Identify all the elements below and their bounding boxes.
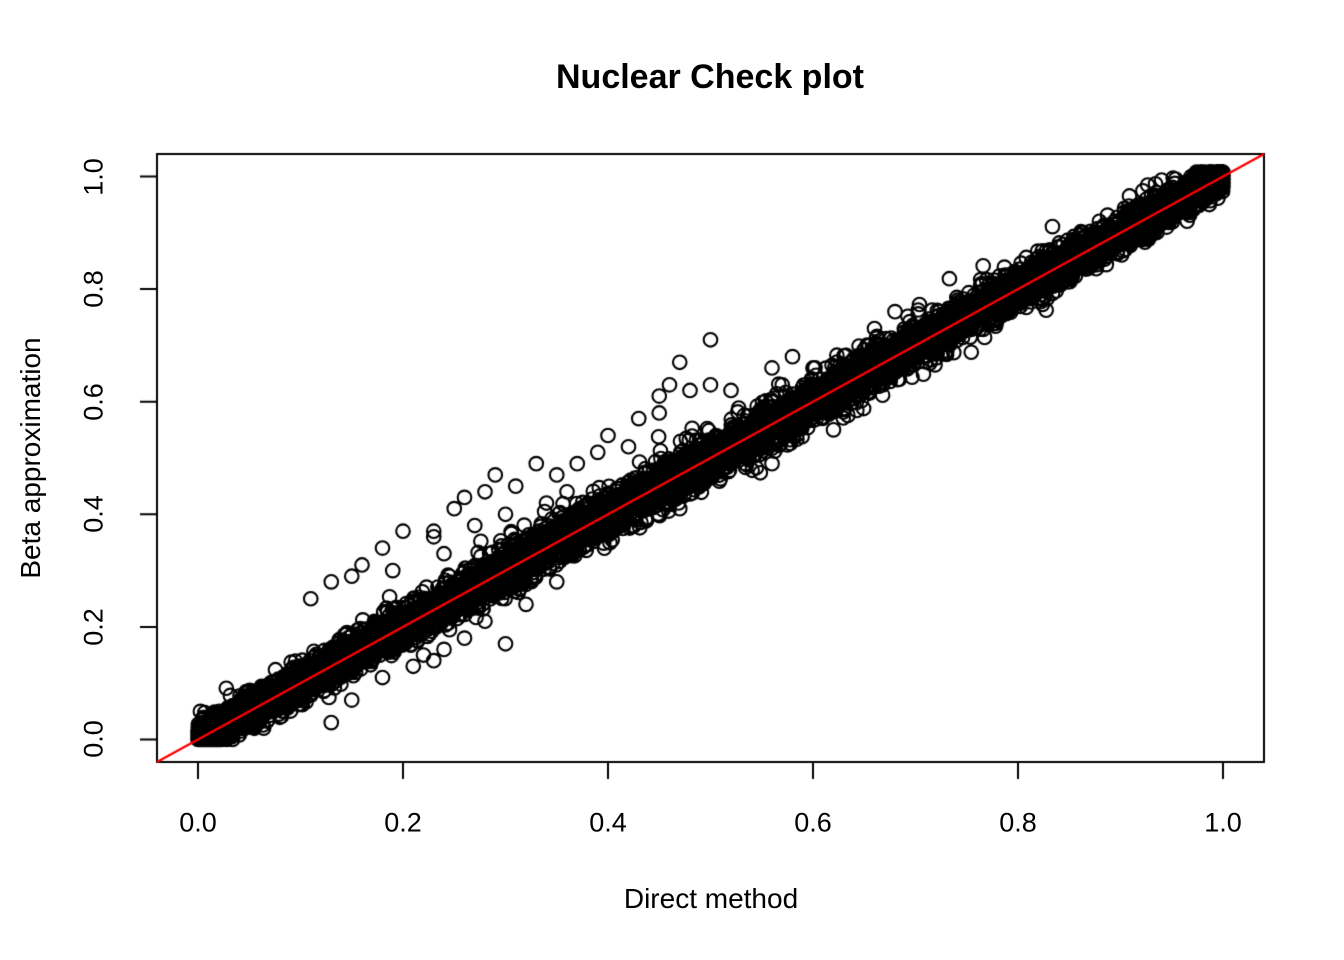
x-tick-label: 0.2 <box>384 807 422 838</box>
y-tick-label: 0.4 <box>78 495 109 534</box>
y-tick-label: 0.6 <box>78 382 109 421</box>
x-tick-label: 0.0 <box>179 807 217 838</box>
y-tick-label: 1.0 <box>78 157 109 196</box>
x-axis-title: Direct method <box>623 883 799 914</box>
x-tick-label: 0.4 <box>589 807 627 838</box>
y-tick-label: 0.2 <box>78 608 109 646</box>
chart-title: Nuclear Check plot <box>556 58 864 96</box>
x-tick-label: 0.8 <box>999 807 1037 838</box>
x-tick-label: 0.6 <box>794 807 832 838</box>
y-tick-label: 0.0 <box>78 720 109 759</box>
y-tick-label: 0.8 <box>78 270 109 308</box>
y-axis-title: Beta approximation <box>15 337 46 579</box>
x-tick-label: 1.0 <box>1204 807 1242 838</box>
